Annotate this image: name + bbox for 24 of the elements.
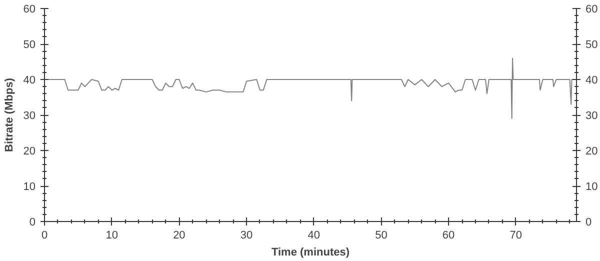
y2-tick-label: 20 [586,146,598,158]
y-tick-label: 20 [23,146,36,158]
x-tick-label: 20 [173,230,186,242]
x-tick-label: 30 [240,230,253,242]
x-tick-label: 50 [375,230,388,242]
x-tick-label: 0 [41,230,48,242]
x-tick-label: 70 [510,230,522,242]
y-axis-title: Bitrate (Mbps) [3,78,16,152]
x-axis-title: Time (minutes) [271,246,350,258]
y-tick-label: 0 [29,216,36,228]
x-tick-label: 60 [442,230,455,242]
y2-tick-label: 40 [586,74,598,86]
y-tick-label: 50 [23,39,36,51]
y2-tick-label: 0 [586,216,592,228]
y2-tick-label: 50 [586,39,598,51]
y-tick-label: 10 [23,181,36,193]
y-tick-label: 40 [23,74,36,86]
y-tick-label: 30 [23,110,36,122]
y-tick-label: 60 [23,4,36,16]
y2-tick-label: 10 [586,181,598,193]
x-tick-label: 40 [308,230,320,242]
y2-tick-label: 30 [586,110,598,122]
y2-tick-label: 60 [586,4,598,16]
x-tick-label: 10 [106,230,118,242]
